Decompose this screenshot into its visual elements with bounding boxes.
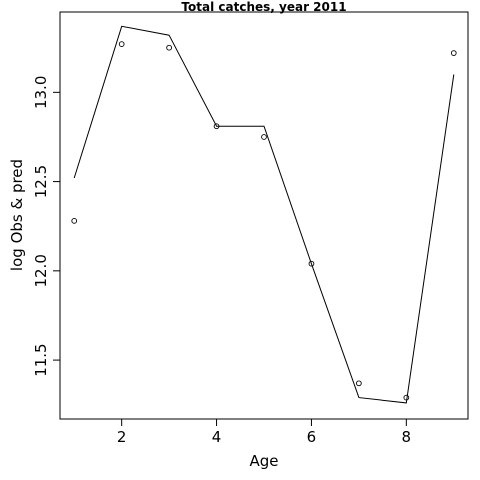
- y-axis: 11.5 12.0 12.5 13.0: [32, 76, 61, 377]
- x-axis-label: Age: [249, 452, 278, 470]
- y-axis-label: log Obs & pred: [8, 159, 26, 271]
- x-tick-label: 2: [117, 428, 127, 446]
- observed-point: [450, 50, 457, 56]
- series-layer: [71, 25, 457, 404]
- observed-point: [71, 218, 78, 224]
- y-tick-label: 11.5: [32, 343, 50, 376]
- chart-title: Total catches, year 2011: [181, 0, 346, 14]
- x-tick-label: 4: [212, 428, 222, 446]
- observed-point: [308, 260, 315, 267]
- x-tick-label: 8: [402, 428, 412, 446]
- observed-point: [261, 134, 267, 140]
- y-tick-label: 13.0: [32, 76, 50, 109]
- observed-point: [118, 41, 125, 47]
- x-axis: 2 4 6 8: [117, 418, 412, 446]
- observed-point: [356, 380, 362, 387]
- y-tick-label: 12.0: [32, 254, 50, 287]
- observed-point: [166, 44, 172, 51]
- predicted-line: [73, 25, 455, 404]
- y-tick-label: 12.5: [32, 165, 50, 198]
- x-tick-label: 6: [307, 428, 317, 446]
